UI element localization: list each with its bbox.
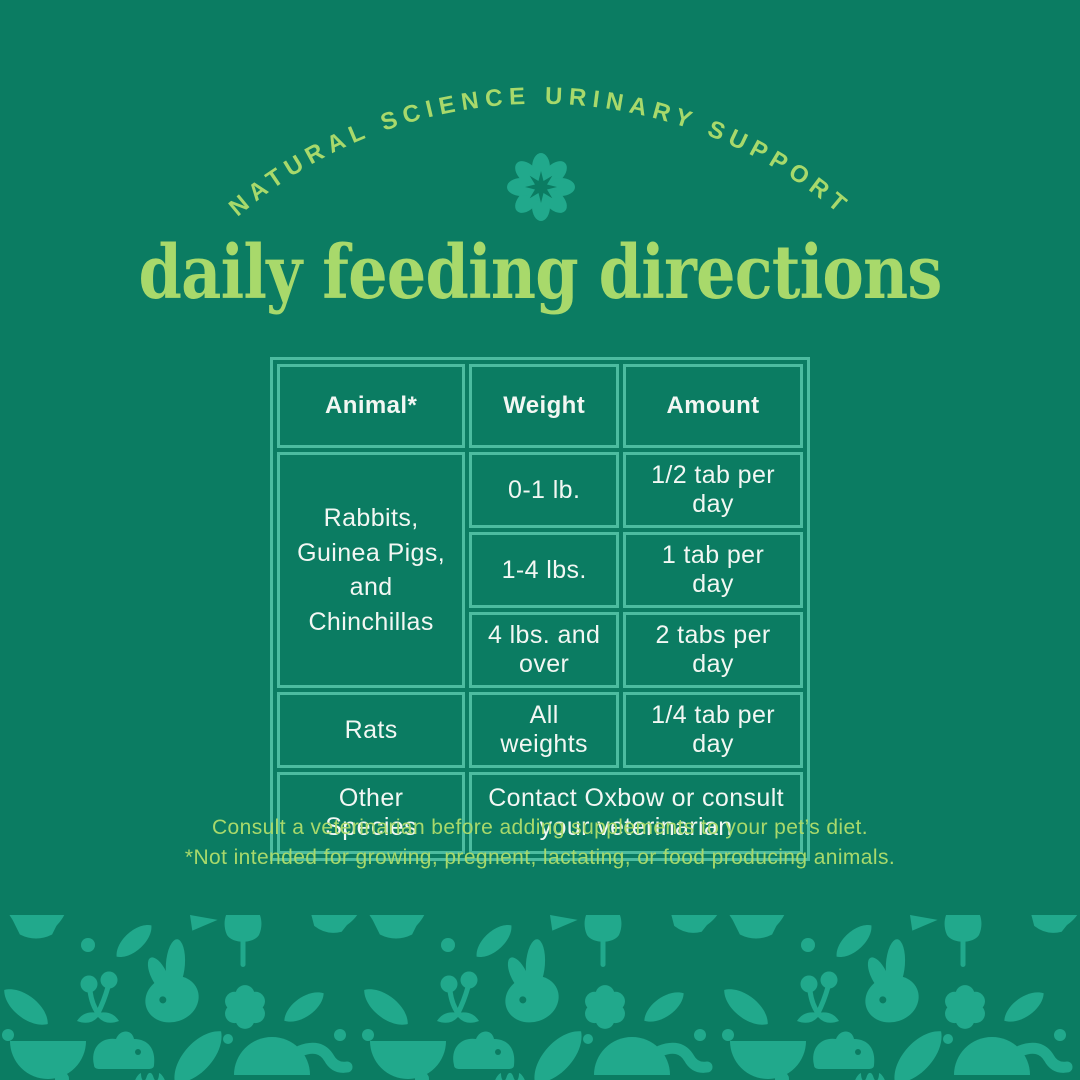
- flower-icon: [507, 153, 575, 221]
- col-header-animal: Animal*: [277, 364, 466, 448]
- table-row: Rabbits, Guinea Pigs, and Chinchillas 0-…: [277, 452, 803, 688]
- contact-note-cell: Contact Oxbow or consult your veterinari…: [469, 772, 803, 854]
- amount-cell: 1 tab per day: [623, 532, 803, 608]
- page-title: daily feeding directions: [138, 230, 943, 316]
- footnote-line-2: *Not intended for growing, pregnent, lac…: [184, 845, 896, 869]
- critter-pattern-band: [0, 915, 1080, 1080]
- header-arch: NATURAL SCIENCE URINARY SUPPORT: [224, 83, 850, 222]
- amount-cell: 1/2 tab per day: [623, 452, 803, 528]
- star-cutout: [525, 171, 557, 203]
- table-row: Rats All weights 1/4 tab per day: [277, 692, 803, 768]
- animal-cell-rats: Rats: [277, 692, 466, 768]
- footnotes: Consult a veterinarian before adding sup…: [0, 813, 1080, 873]
- amount-cell: 2 tabs per day: [623, 612, 803, 688]
- weight-cell: 1-4 lbs.: [469, 532, 620, 608]
- amount-cell: 1/4 tab per day: [623, 692, 803, 768]
- footnote-line-1: Consult a veterinarian before adding sup…: [211, 816, 869, 839]
- table-row: 1-4 lbs. 1 tab per day: [277, 532, 803, 608]
- weight-cell: All weights: [469, 692, 620, 768]
- weight-cell: 4 lbs. and over: [469, 612, 620, 688]
- feeding-table-wrap: Animal* Weight Amount Rabbits, Guinea Pi…: [270, 357, 810, 861]
- weight-cell: 0-1 lb.: [469, 452, 620, 528]
- animal-cell-other-species: Other Species: [277, 772, 466, 854]
- col-header-weight: Weight: [469, 364, 620, 448]
- header-row: Animal* Weight Amount: [277, 364, 803, 448]
- animal-cell-rabbits-group: Rabbits, Guinea Pigs, and Chinchillas: [277, 452, 466, 688]
- feeding-table: Animal* Weight Amount Rabbits, Guinea Pi…: [270, 357, 810, 861]
- col-header-amount: Amount: [623, 364, 803, 448]
- table-row: Other Species Contact Oxbow or consult y…: [277, 772, 803, 854]
- table-row: 4 lbs. and over 2 tabs per day: [277, 612, 803, 688]
